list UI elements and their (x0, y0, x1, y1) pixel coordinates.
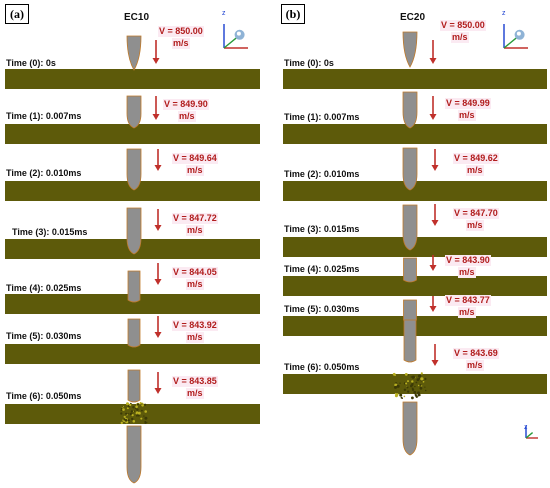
panel-b-time-6: Time (6): 0.050ms (284, 362, 359, 372)
panel-b-arrow-4 (430, 255, 437, 271)
panel-b-arrow-2 (432, 149, 439, 171)
panel-a-arrow-4 (155, 263, 162, 285)
panel-b-velocity-5: V = 843.77 (445, 295, 491, 306)
panel-a-velocity-4: V = 844.05 (172, 267, 218, 278)
panel-b-plate-1 (283, 124, 547, 144)
panel-a-unit-5: m/s (186, 332, 204, 343)
panel-a-label: (a) (5, 4, 29, 24)
panel-a-unit-4: m/s (186, 279, 204, 290)
panel-a-arrow-0 (153, 40, 160, 64)
panel-b-time-5: Time (5): 0.030ms (284, 304, 359, 314)
panel-b-projectile-5 (404, 300, 417, 322)
panel-b-projectile-0 (403, 32, 417, 67)
panel-a-velocity-1: V = 849.90 (163, 99, 209, 110)
panel-b-velocity-0: V = 850.00 (440, 20, 486, 31)
panel-b-plate-0 (283, 69, 547, 89)
panel-b-projectile-exit (403, 402, 417, 455)
panel-a-unit-0: m/s (172, 38, 190, 49)
panel-b-projectile-6 (404, 320, 416, 362)
panel-a-axis-triad (224, 24, 248, 48)
panel-b-time-0: Time (0): 0s (284, 58, 334, 68)
panel-b-title: EC20 (400, 12, 425, 23)
panel-b-velocity-1: V = 849.99 (445, 98, 491, 109)
panel-b-unit-4: m/s (458, 267, 476, 278)
panel-b-time-1: Time (1): 0.007ms (284, 112, 359, 122)
panel-b-arrow-5 (430, 296, 437, 312)
panel-b-unit-1: m/s (458, 110, 476, 121)
panel-b-projectile-2 (403, 148, 417, 190)
panel-b-arrow-6 (432, 344, 439, 366)
panel-a-arrow-6 (155, 372, 162, 394)
panel-b-projectile-4 (404, 258, 417, 282)
panel-b-unit-3: m/s (466, 220, 484, 231)
panel-b-unit-0: m/s (451, 32, 469, 43)
panel-a-time-2: Time (2): 0.010ms (6, 168, 81, 178)
panel-a-plate-0 (5, 69, 260, 89)
panel-a-unit-2: m/s (186, 165, 204, 176)
panel-a-arrow-1 (153, 96, 160, 120)
panel-b-arrow-1 (430, 96, 437, 120)
panel-a-velocity-3: V = 847.72 (172, 213, 218, 224)
panel-a-projectile-0 (127, 36, 141, 70)
panel-a-projectile-exit (127, 426, 141, 483)
panel-b-arrow-3 (432, 204, 439, 226)
panel-b-label: (b) (281, 4, 305, 24)
panel-a-time-0: Time (0): 0s (6, 58, 56, 68)
panel-b-velocity-3: V = 847.70 (453, 208, 499, 219)
panel-a-arrow-2 (155, 149, 162, 171)
panel-a-unit-1: m/s (178, 111, 196, 122)
panel-a-projectile-3 (127, 208, 141, 254)
panel-b-axis-triad (504, 24, 528, 48)
panel-a-time-3: Time (3): 0.015ms (12, 227, 87, 237)
panel-a-projectile-4 (128, 271, 140, 302)
panel-b-velocity-6: V = 843.69 (453, 348, 499, 359)
panel-b-unit-5: m/s (458, 307, 476, 318)
panel-b-velocity-4: V = 843.90 (445, 255, 491, 266)
panel-b-projectile-3 (403, 205, 417, 250)
panel-b-unit-6: m/s (466, 360, 484, 371)
panel-b-unit-2: m/s (466, 165, 484, 176)
panel-a-projectile-1 (127, 96, 141, 128)
panel-a-projectile-2 (127, 149, 141, 190)
panel-b-time-3: Time (3): 0.015ms (284, 224, 359, 234)
panel-a-arrow-3 (155, 209, 162, 231)
panel-a-projectile-6 (128, 370, 140, 402)
panel-a-time-4: Time (4): 0.025ms (6, 283, 81, 293)
panel-a-time-5: Time (5): 0.030ms (6, 331, 81, 341)
panel-b-velocity-2: V = 849.62 (453, 153, 499, 164)
panel-a-unit-6: m/s (186, 388, 204, 399)
triad-b-z-label: z (502, 10, 506, 17)
panel-a-velocity-5: V = 843.92 (172, 320, 218, 331)
triad-a-z-label: z (222, 10, 226, 17)
panel-a-velocity-0: V = 850.00 (158, 26, 204, 37)
panel-a-time-6: Time (6): 0.050ms (6, 391, 81, 401)
panel-b-projectile-1 (403, 92, 417, 128)
panel-a-projectile-5 (128, 319, 140, 347)
panel-a-unit-3: m/s (186, 225, 204, 236)
triad-c-z-label: z (524, 424, 528, 431)
panel-b-time-2: Time (2): 0.010ms (284, 169, 359, 179)
panel-a-title: EC10 (124, 12, 149, 23)
panel-a-velocity-2: V = 849.64 (172, 153, 218, 164)
panel-b-arrow-0 (430, 40, 437, 64)
panel-a-arrow-5 (155, 316, 162, 338)
panel-a-time-1: Time (1): 0.007ms (6, 111, 81, 121)
panel-b-time-4: Time (4): 0.025ms (284, 264, 359, 274)
panel-a-velocity-6: V = 843.85 (172, 376, 218, 387)
